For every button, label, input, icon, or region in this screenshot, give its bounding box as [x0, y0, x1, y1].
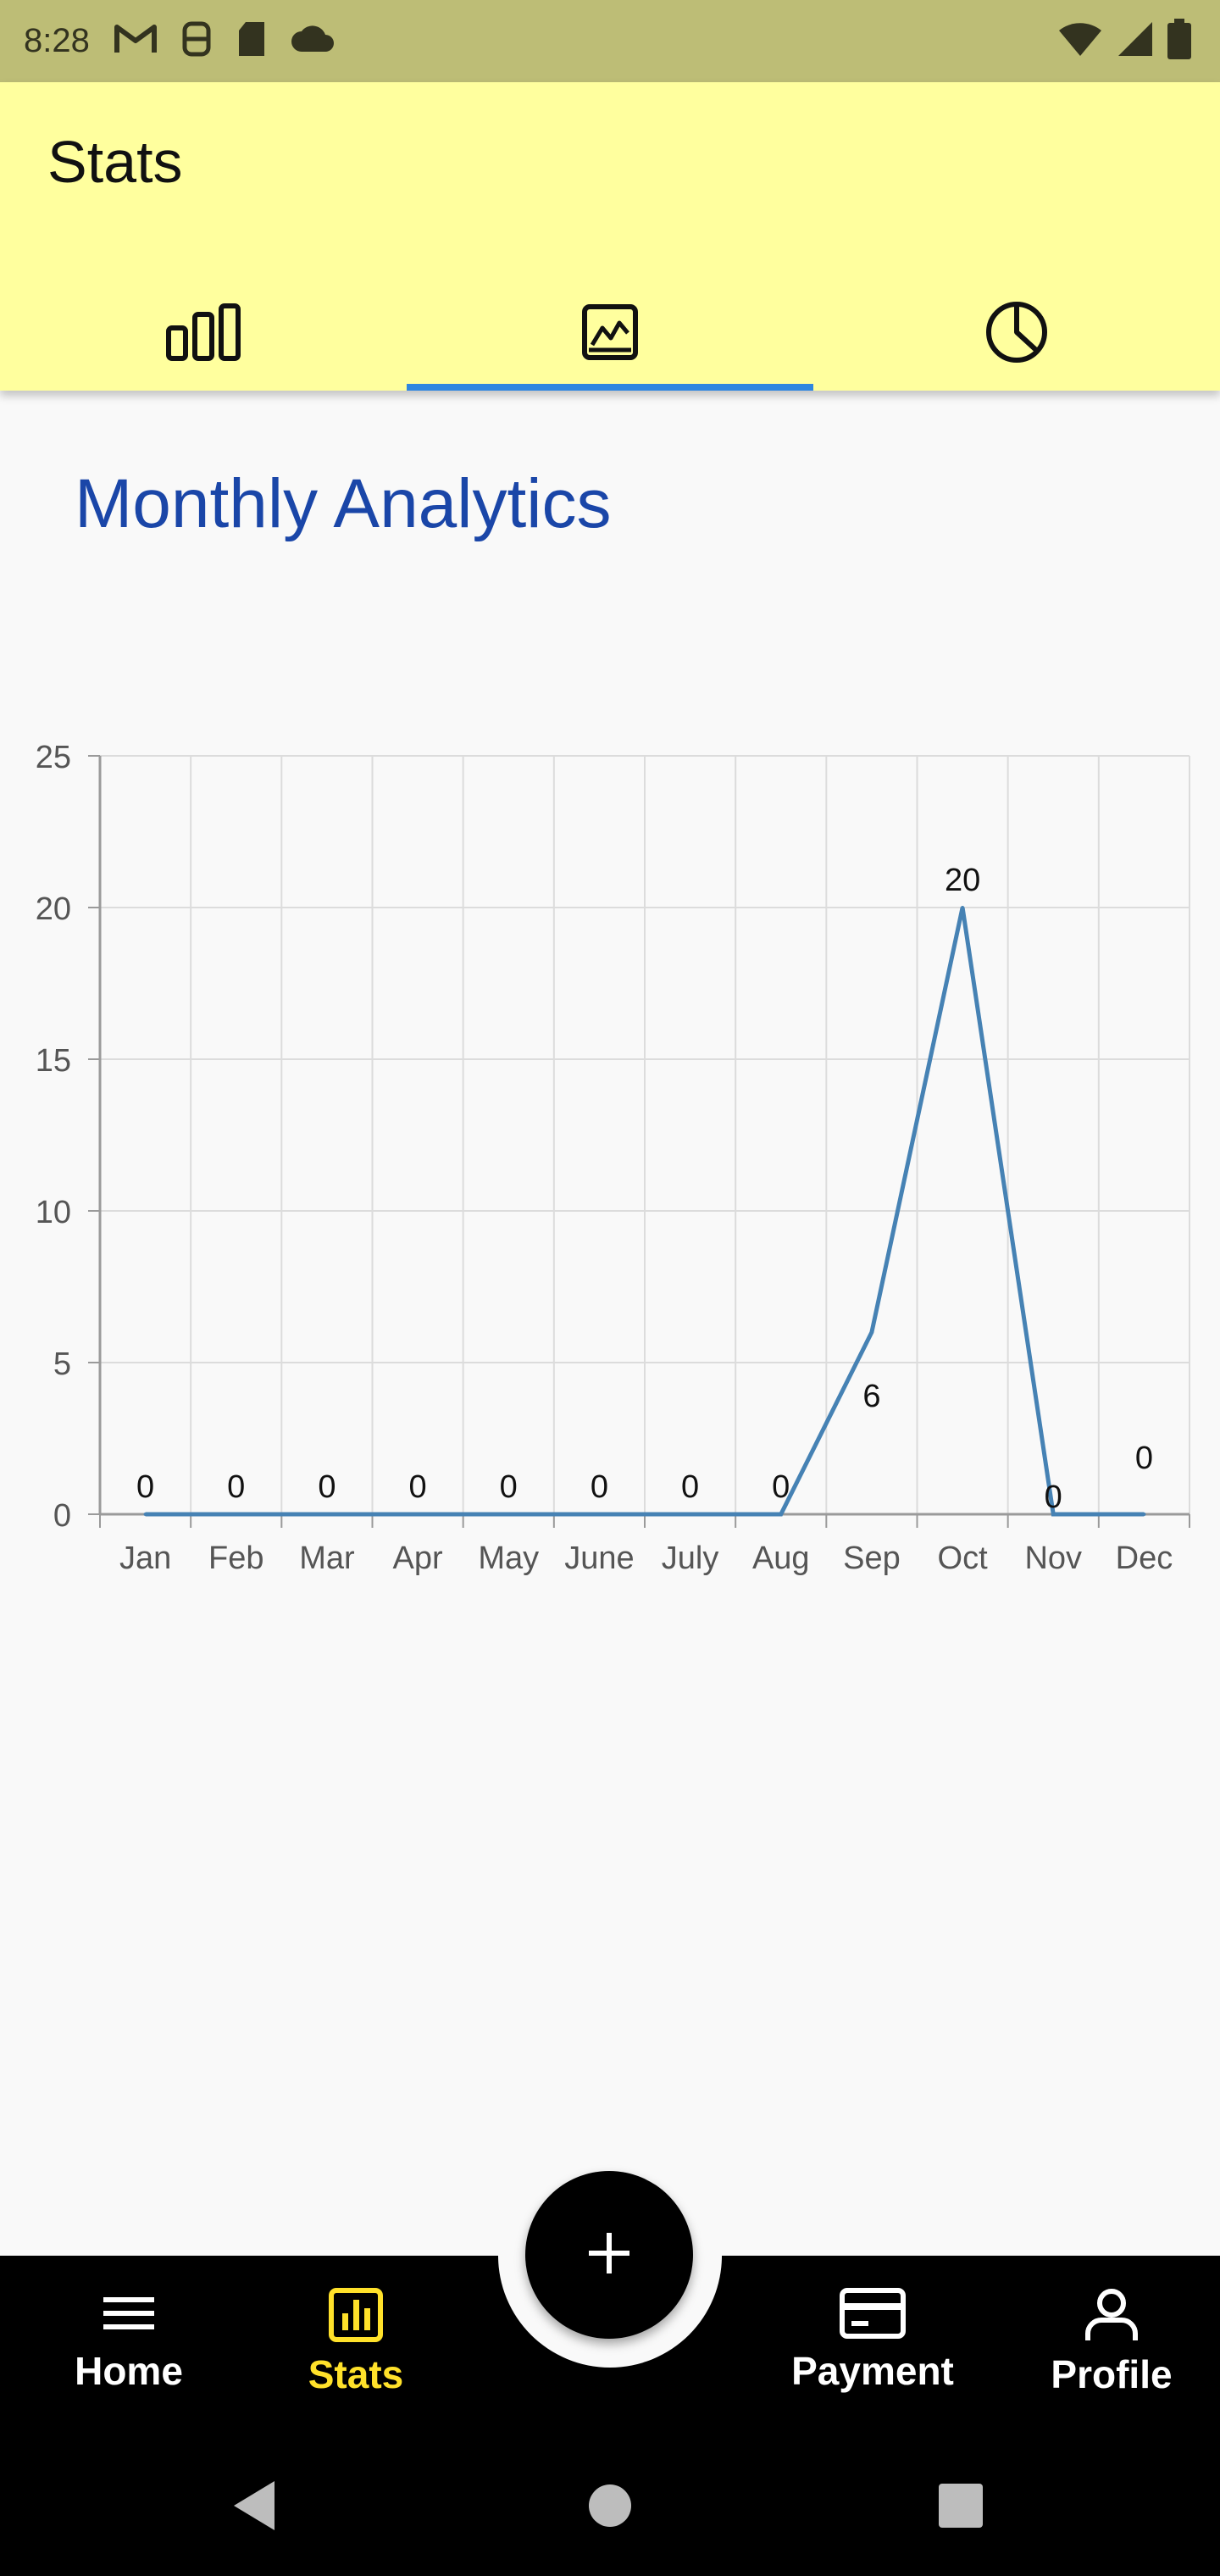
line-chart-icon: [580, 303, 640, 366]
data-point: [1051, 1513, 1056, 1516]
x-tick-label: Sep: [843, 1541, 901, 1576]
data-label: 0: [227, 1469, 245, 1505]
y-tick-label: 20: [36, 891, 71, 927]
accessibility-icon: [180, 20, 214, 62]
data-point: [507, 1513, 511, 1516]
data-point: [779, 1513, 783, 1516]
data-label: 0: [318, 1469, 336, 1505]
system-nav-bar: [0, 2442, 1220, 2576]
cloud-icon: [290, 25, 336, 58]
nav-stats[interactable]: Stats: [246, 2288, 466, 2397]
data-label: 0: [136, 1469, 154, 1505]
stats-icon: [329, 2288, 383, 2346]
nav-payment-label: Payment: [791, 2349, 954, 2393]
menu-icon: [102, 2288, 156, 2343]
line-chart: 0 5 10 15 20 25 Jan Feb Mar Apr May June July Aug Sep O…: [0, 720, 1220, 1585]
tab-bar-chart[interactable]: [0, 277, 407, 391]
sd-card-icon: [236, 20, 268, 62]
status-time: 8:28: [24, 22, 90, 59]
data-point: [143, 1513, 147, 1516]
x-tick-label: Jan: [119, 1541, 171, 1576]
person-icon: [1084, 2288, 1139, 2346]
y-tick-label: 5: [53, 1346, 71, 1382]
data-label: 20: [945, 863, 980, 898]
x-tick-label: Mar: [299, 1541, 355, 1576]
nav-profile[interactable]: Profile: [1001, 2288, 1220, 2397]
app-bar: Stats: [0, 82, 1220, 391]
page-title: Stats: [47, 129, 183, 195]
data-point: [961, 906, 965, 909]
x-tick-label: May: [478, 1541, 539, 1576]
y-tick-label: 10: [36, 1195, 71, 1230]
data-label: 0: [1135, 1441, 1153, 1476]
y-tick-label: 0: [53, 1498, 71, 1534]
data-label: 0: [500, 1469, 518, 1505]
tab-line-chart[interactable]: [407, 277, 813, 391]
x-tick-label: Dec: [1116, 1541, 1173, 1576]
data-label: 6: [862, 1379, 880, 1414]
status-icons-left: [114, 20, 336, 62]
add-button[interactable]: [525, 2171, 693, 2339]
x-tick-label: Nov: [1024, 1541, 1082, 1576]
x-tick-label: June: [564, 1541, 634, 1576]
x-tick-label: Aug: [752, 1541, 810, 1576]
data-point: [416, 1513, 420, 1516]
nav-profile-label: Profile: [1051, 2352, 1173, 2396]
data-point: [1142, 1513, 1146, 1516]
y-tick-label: 25: [36, 740, 71, 775]
data-point: [597, 1513, 602, 1516]
data-label: 0: [681, 1469, 699, 1505]
pie-chart-icon: [984, 300, 1049, 369]
data-label: 0: [1045, 1480, 1062, 1515]
data-point: [234, 1513, 238, 1516]
data-point: [688, 1513, 692, 1516]
status-bar: 8:28: [0, 0, 1220, 82]
nav-home[interactable]: Home: [19, 2288, 239, 2394]
nav-home-label: Home: [75, 2349, 183, 2393]
plus-icon: [585, 2229, 633, 2281]
recents-icon[interactable]: [937, 2476, 984, 2540]
wifi-icon: [1057, 20, 1103, 62]
card-icon: [840, 2288, 906, 2343]
data-point: [869, 1330, 873, 1335]
data-label: 0: [409, 1469, 427, 1505]
signal-icon: [1117, 20, 1154, 62]
home-icon[interactable]: [586, 2476, 634, 2540]
data-label: 0: [591, 1469, 608, 1505]
x-tick-label: Feb: [208, 1541, 263, 1576]
data-label: 0: [772, 1469, 790, 1505]
series-line: [145, 907, 1145, 1517]
bar-chart-icon: [165, 303, 241, 366]
status-icons-right: [1057, 19, 1191, 64]
tab-indicator: [407, 384, 813, 391]
x-tick-label: Oct: [938, 1541, 989, 1576]
nav-payment[interactable]: Payment: [762, 2288, 983, 2394]
gmail-icon: [114, 22, 158, 60]
chart-section-title: Monthly Analytics: [75, 465, 612, 542]
back-icon[interactable]: [229, 2476, 280, 2540]
x-tick-label: Apr: [393, 1541, 443, 1576]
data-point: [324, 1513, 329, 1516]
tab-pie-chart[interactable]: [813, 277, 1220, 391]
line-chart-svg: 0 5 10 15 20 25 Jan Feb Mar Apr May June July Aug Sep O…: [36, 740, 1190, 1576]
x-tick-label: July: [662, 1541, 719, 1576]
y-tick-label: 15: [36, 1043, 71, 1079]
battery-icon: [1167, 19, 1191, 64]
nav-stats-label: Stats: [308, 2352, 404, 2396]
